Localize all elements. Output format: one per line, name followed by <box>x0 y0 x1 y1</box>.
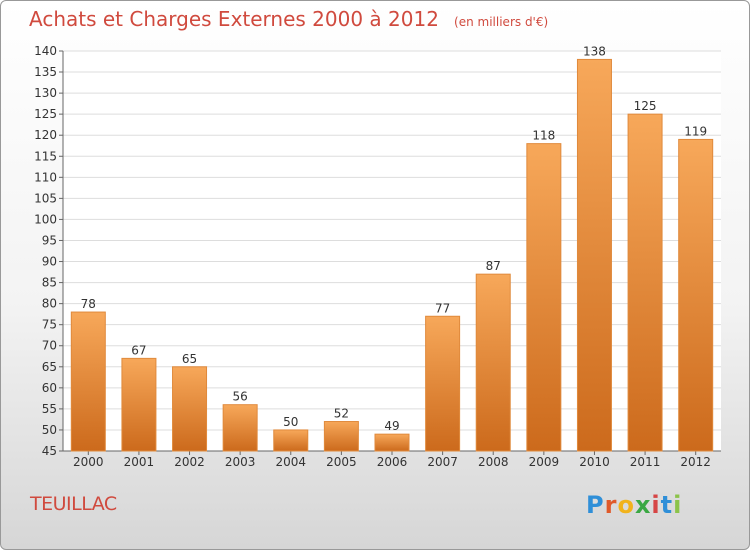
y-tick-label: 100 <box>34 212 57 226</box>
y-tick-label: 95 <box>42 233 57 247</box>
bar-2008 <box>475 273 511 452</box>
plot-area <box>63 51 721 451</box>
y-tick-label: 50 <box>42 423 57 437</box>
bar-2001 <box>121 357 157 452</box>
y-tick-label: 65 <box>42 360 57 374</box>
y-tick-label: 45 <box>42 444 57 458</box>
bar-value-label: 67 <box>131 343 146 357</box>
x-tick-label: 2000 <box>73 455 104 469</box>
bar-value-label: 87 <box>486 259 501 273</box>
y-tick-label: 130 <box>34 86 57 100</box>
x-tick-label: 2001 <box>124 455 155 469</box>
bar-value-label: 50 <box>283 415 298 429</box>
bar-value-label: 118 <box>532 129 555 143</box>
y-tick-label: 125 <box>34 107 57 121</box>
bar-2010 <box>576 58 612 452</box>
bar-2002 <box>172 366 208 452</box>
x-tick-label: 2005 <box>326 455 357 469</box>
y-tick-label: 60 <box>42 381 57 395</box>
bar-2006 <box>374 433 410 452</box>
bar-value-label: 56 <box>233 390 248 404</box>
bar-value-label: 77 <box>435 301 450 315</box>
y-tick-label: 140 <box>34 44 57 58</box>
bar-value-label: 125 <box>634 99 657 113</box>
x-tick-label: 2003 <box>225 455 256 469</box>
bar-value-label: 138 <box>583 44 606 58</box>
bar-2007 <box>425 315 461 452</box>
bar-2011 <box>627 113 663 452</box>
y-tick-label: 115 <box>34 149 57 163</box>
x-tick-label: 2006 <box>377 455 408 469</box>
y-tick-label: 75 <box>42 318 57 332</box>
x-tick-label: 2008 <box>478 455 509 469</box>
bar-2009 <box>526 143 562 452</box>
y-tick-label: 120 <box>34 128 57 142</box>
bar-value-label: 49 <box>384 419 399 433</box>
bar-2004 <box>273 429 309 452</box>
bar-value-label: 65 <box>182 352 197 366</box>
y-tick-label: 70 <box>42 339 57 353</box>
x-tick-label: 2011 <box>630 455 661 469</box>
chart-unit: (en milliers d'€) <box>454 15 549 29</box>
y-tick-label: 90 <box>42 255 57 269</box>
y-tick-label: 55 <box>42 402 57 416</box>
x-tick-label: 2012 <box>680 455 711 469</box>
x-tick-label: 2004 <box>275 455 306 469</box>
x-tick-label: 2002 <box>174 455 205 469</box>
chart-header: Achats et Charges Externes 2000 à 2012 (… <box>29 7 548 31</box>
bar-2005 <box>323 421 359 452</box>
bar-value-label: 78 <box>81 297 96 311</box>
bar-2003 <box>222 404 258 452</box>
x-tick-label: 2010 <box>579 455 610 469</box>
y-tick-label: 110 <box>34 170 57 184</box>
bar-value-label: 119 <box>684 124 707 138</box>
bar-2000 <box>70 311 106 452</box>
x-tick-label: 2009 <box>529 455 560 469</box>
y-tick-label: 135 <box>34 65 57 79</box>
x-tick-label: 2007 <box>427 455 458 469</box>
bar-2012 <box>678 138 714 452</box>
proxiti-logo[interactable]: Proxiti <box>586 491 683 519</box>
y-tick-label: 80 <box>42 297 57 311</box>
y-tick-label: 105 <box>34 191 57 205</box>
chart-title: Achats et Charges Externes 2000 à 2012 <box>29 7 439 31</box>
bar-value-label: 52 <box>334 407 349 421</box>
place-name: TEUILLAC <box>30 493 117 515</box>
y-tick-label: 85 <box>42 276 57 290</box>
